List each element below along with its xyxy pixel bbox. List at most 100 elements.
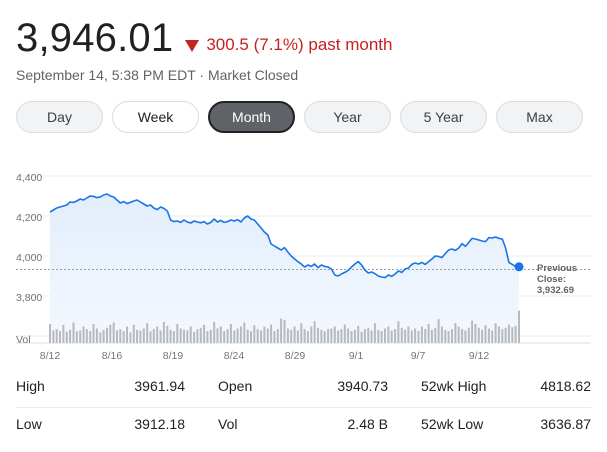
volume-bar bbox=[474, 323, 477, 343]
volume-bar bbox=[363, 329, 366, 343]
volume-bar bbox=[417, 331, 420, 343]
volume-bar bbox=[467, 327, 470, 343]
volume-bar bbox=[142, 328, 145, 343]
volume-bar bbox=[501, 329, 504, 343]
volume-bar bbox=[139, 330, 142, 343]
x-tick-label: 8/12 bbox=[40, 350, 61, 362]
y-tick-label: 3,800 bbox=[16, 292, 42, 304]
open-label: Open bbox=[218, 378, 253, 394]
volume-bar bbox=[213, 321, 216, 343]
volume-bar bbox=[286, 328, 289, 343]
volume-bar bbox=[243, 322, 246, 343]
volume-bar bbox=[136, 329, 139, 343]
volume-bar bbox=[447, 331, 450, 343]
open-value: 3940.73 bbox=[337, 378, 388, 394]
volume-bars bbox=[49, 310, 520, 343]
volume-bar bbox=[59, 331, 61, 343]
volume-bar bbox=[464, 330, 467, 343]
tab-5-year[interactable]: 5 Year bbox=[400, 101, 487, 133]
volume-bar bbox=[122, 331, 125, 343]
volume-bar bbox=[106, 327, 108, 343]
volume-bar bbox=[377, 329, 380, 343]
volume-bar bbox=[246, 329, 249, 343]
volume-bar bbox=[420, 326, 423, 343]
price-chart[interactable]: 4,400 4,200 4,000 3,800 Vol Previous Clos… bbox=[0, 160, 607, 365]
high-label: High bbox=[16, 378, 45, 394]
volume-bar bbox=[404, 329, 407, 343]
volume-bar bbox=[196, 329, 199, 343]
volume-bar bbox=[149, 331, 152, 343]
price-area bbox=[50, 194, 519, 343]
volume-bar bbox=[179, 328, 182, 343]
price-line bbox=[49, 193, 520, 279]
y-tick-label: 4,200 bbox=[16, 212, 42, 224]
volume-bar bbox=[183, 329, 185, 343]
volume-bar bbox=[176, 323, 179, 343]
volume-bar bbox=[347, 328, 350, 343]
volume-bar bbox=[367, 327, 370, 343]
volume-bar bbox=[397, 321, 400, 343]
volume-bar bbox=[169, 329, 172, 343]
tab-week[interactable]: Week bbox=[112, 101, 199, 133]
x-tick-label: 9/7 bbox=[411, 350, 426, 362]
volume-bar bbox=[273, 331, 276, 343]
volume-bar bbox=[226, 329, 229, 343]
volume-bar bbox=[239, 326, 242, 343]
down-arrow-icon bbox=[185, 40, 200, 52]
volume-bar bbox=[233, 330, 236, 343]
volume-bar bbox=[82, 326, 85, 343]
price-change: 300.5 (7.1%) past month bbox=[185, 35, 392, 55]
volume-bar bbox=[159, 330, 162, 343]
volume-axis-label: Vol bbox=[16, 334, 31, 346]
volume-bar bbox=[89, 331, 92, 343]
volume-bar bbox=[186, 330, 189, 343]
volume-bar bbox=[373, 323, 376, 343]
volume-bar bbox=[320, 329, 323, 343]
x-tick-label: 8/29 bbox=[285, 350, 306, 362]
volume-bar bbox=[471, 320, 474, 343]
volume-bar bbox=[387, 326, 390, 343]
volume-bar bbox=[99, 332, 102, 343]
volume-bar bbox=[223, 331, 226, 343]
range-tabs: Day Week Month Year 5 Year Max bbox=[16, 101, 583, 133]
volume-bar bbox=[317, 327, 319, 343]
volume-bar bbox=[511, 327, 514, 343]
volume-bar bbox=[330, 328, 333, 343]
volume-bar bbox=[494, 323, 497, 343]
x-tick-label: 9/1 bbox=[349, 350, 364, 362]
volume-bar bbox=[313, 321, 316, 343]
volume-bar bbox=[276, 329, 279, 343]
volume-bar bbox=[209, 329, 212, 343]
tab-day[interactable]: Day bbox=[16, 101, 103, 133]
volume-bar bbox=[263, 326, 266, 343]
volume-bar bbox=[116, 330, 118, 343]
volume-bar bbox=[407, 326, 410, 343]
volume-bar bbox=[156, 326, 159, 343]
volume-bar bbox=[92, 323, 95, 343]
tab-month[interactable]: Month bbox=[208, 101, 295, 133]
tab-year[interactable]: Year bbox=[304, 101, 391, 133]
volume-bar bbox=[203, 324, 206, 343]
volume-bar bbox=[95, 328, 98, 343]
stats-row: High 3961.94 Open 3940.73 52wk High 4818… bbox=[16, 370, 591, 408]
volume-bar bbox=[216, 328, 219, 343]
volume-bar bbox=[353, 329, 356, 343]
volume-bar bbox=[477, 327, 480, 343]
volume-bar bbox=[484, 325, 487, 343]
volume-bar bbox=[350, 331, 353, 343]
previous-close-label: Previous Close: bbox=[537, 263, 577, 285]
tab-max[interactable]: Max bbox=[496, 101, 583, 133]
volume-bar bbox=[65, 331, 68, 343]
volume-bar bbox=[166, 325, 169, 343]
volume-bar bbox=[266, 328, 269, 343]
volume-bar bbox=[410, 330, 413, 343]
y-tick-label: 4,400 bbox=[16, 172, 42, 184]
volume-bar bbox=[72, 322, 75, 343]
volume-bar bbox=[430, 329, 433, 343]
volume-bar bbox=[400, 327, 403, 343]
volume-bar bbox=[414, 328, 417, 343]
volume-bar bbox=[129, 332, 132, 343]
volume-bar bbox=[52, 330, 55, 343]
current-price: 3,946.01 bbox=[16, 16, 174, 60]
last-price-marker bbox=[514, 262, 524, 272]
